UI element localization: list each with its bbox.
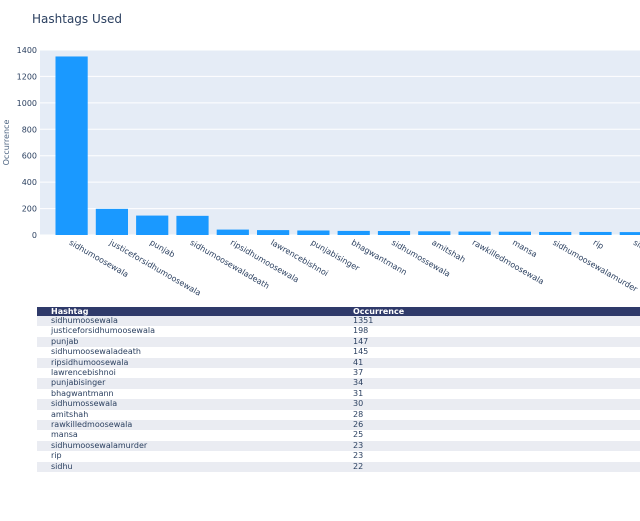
hashtag-cell: amitshah bbox=[37, 409, 339, 421]
y-tick-label: 1400 bbox=[17, 46, 37, 55]
table-row: sidhumossewala 30 bbox=[37, 399, 640, 410]
table-row: sidhumoosewala 1351 bbox=[37, 316, 640, 327]
y-tick-label: 1000 bbox=[17, 99, 37, 108]
bar[interactable] bbox=[55, 56, 88, 235]
bar[interactable] bbox=[418, 231, 451, 235]
table-header-row: Hashtag Occurrence bbox=[37, 307, 640, 316]
bar-chart: 0 200 400 600 800 1000 1200 1400 sidhumoosewala… bbox=[2, 46, 640, 298]
table-row: sidhu 22 bbox=[37, 461, 640, 473]
hashtag-cell: sidhu bbox=[37, 461, 339, 473]
table-row: rip 23 bbox=[37, 451, 640, 462]
bar[interactable] bbox=[95, 208, 128, 235]
hashtag-cell: lawrencebishnoi bbox=[37, 368, 339, 379]
occurrence-cell: 198 bbox=[339, 326, 640, 337]
hashtag-cell: punjab bbox=[37, 336, 339, 348]
plot-area bbox=[40, 50, 640, 235]
occurrence-cell: 26 bbox=[339, 420, 640, 431]
bar[interactable] bbox=[539, 231, 572, 235]
hashtag-table-container: Hashtag Occurrence sidhumoosewala 1351 jus… bbox=[37, 307, 640, 473]
bars bbox=[55, 56, 640, 235]
x-tick-labels: sidhumoosewalajusticeforsidhumoosewalapu… bbox=[68, 237, 640, 297]
hashtag-cell: sidhumoosewalamurder bbox=[37, 440, 339, 452]
hashtag-cell: rip bbox=[37, 451, 339, 462]
occurrence-cell: 31 bbox=[339, 388, 640, 400]
table-row: bhagwantmann 31 bbox=[37, 388, 640, 400]
table-row: mansa 25 bbox=[37, 430, 640, 441]
y-tick-label: 0 bbox=[32, 231, 37, 240]
table-body: sidhumoosewala 1351 justiceforsidhumoosewa… bbox=[37, 316, 640, 473]
hashtag-cell: sidhumoosewala bbox=[37, 316, 339, 327]
hashtag-cell: mansa bbox=[37, 430, 339, 441]
table-row: ripsidhumoosewala 41 bbox=[37, 357, 640, 369]
occurrence-cell: 1351 bbox=[339, 316, 640, 327]
x-tick-label: punjab bbox=[148, 238, 176, 260]
bar[interactable] bbox=[498, 231, 531, 235]
header-hashtag: Hashtag bbox=[37, 307, 339, 316]
y-tick-label: 800 bbox=[22, 125, 37, 134]
y-tick-labels: 0 200 400 600 800 1000 1200 1400 bbox=[17, 46, 37, 240]
table-row: amitshah 28 bbox=[37, 409, 640, 421]
bar[interactable] bbox=[337, 230, 370, 235]
y-tick-label: 1200 bbox=[17, 72, 37, 81]
table-row: justiceforsidhumoosewala 198 bbox=[37, 326, 640, 337]
header-occurrence: Occurrence bbox=[339, 307, 640, 316]
table-row: lawrencebishnoi 37 bbox=[37, 368, 640, 379]
table-row: sidhumoosewalamurder 23 bbox=[37, 440, 640, 452]
occurrence-cell: 23 bbox=[339, 451, 640, 462]
chart-title: Hashtags Used bbox=[32, 12, 123, 26]
hashtag-cell: ripsidhumoosewala bbox=[37, 357, 339, 369]
bar[interactable] bbox=[176, 215, 209, 235]
occurrence-cell: 25 bbox=[339, 430, 640, 441]
table-row: sidhumoosewaladeath 145 bbox=[37, 347, 640, 358]
bar[interactable] bbox=[619, 232, 640, 235]
hashtag-cell: rawkilledmoosewala bbox=[37, 420, 339, 431]
bar[interactable] bbox=[136, 215, 169, 235]
occurrence-cell: 28 bbox=[339, 409, 640, 421]
x-tick-label: rawkilledmoosewala bbox=[471, 238, 546, 286]
y-tick-label: 600 bbox=[22, 152, 37, 161]
bar[interactable] bbox=[257, 230, 290, 235]
x-tick-label: ripsidhumoosewala bbox=[229, 238, 301, 285]
bar[interactable] bbox=[377, 231, 411, 235]
occurrence-cell: 41 bbox=[339, 357, 640, 369]
x-tick-label: mansa bbox=[511, 238, 539, 259]
x-tick-label: amitshah bbox=[430, 238, 467, 264]
occurrence-cell: 23 bbox=[339, 440, 640, 452]
hashtag-cell: bhagwantmann bbox=[37, 388, 339, 400]
table-row: punjabisinger 34 bbox=[37, 378, 640, 389]
occurrence-cell: 37 bbox=[339, 368, 640, 379]
y-tick-label: 200 bbox=[22, 205, 37, 214]
hashtag-cell: punjabisinger bbox=[37, 378, 339, 389]
x-tick-label: sidhu bbox=[632, 238, 640, 257]
occurrence-cell: 145 bbox=[339, 347, 640, 358]
bar[interactable] bbox=[458, 231, 491, 235]
bar[interactable] bbox=[579, 231, 612, 235]
y-axis-label: Occurrence bbox=[2, 120, 11, 166]
occurrence-cell: 34 bbox=[339, 378, 640, 389]
hashtag-cell: justiceforsidhumoosewala bbox=[37, 326, 339, 337]
hashtag-cell: sidhumossewala bbox=[37, 399, 339, 410]
table-row: punjab 147 bbox=[37, 336, 640, 348]
y-tick-label: 400 bbox=[22, 178, 37, 187]
occurrence-cell: 147 bbox=[339, 336, 640, 348]
x-tick-label: rip bbox=[592, 238, 606, 251]
occurrence-cell: 30 bbox=[339, 399, 640, 410]
hashtag-cell: sidhumoosewaladeath bbox=[37, 347, 339, 358]
hashtag-table: Hashtag Occurrence sidhumoosewala 1351 jus… bbox=[37, 307, 640, 473]
table-row: rawkilledmoosewala 26 bbox=[37, 420, 640, 431]
bar[interactable] bbox=[216, 229, 249, 235]
bar[interactable] bbox=[297, 230, 330, 235]
occurrence-cell: 22 bbox=[339, 461, 640, 473]
